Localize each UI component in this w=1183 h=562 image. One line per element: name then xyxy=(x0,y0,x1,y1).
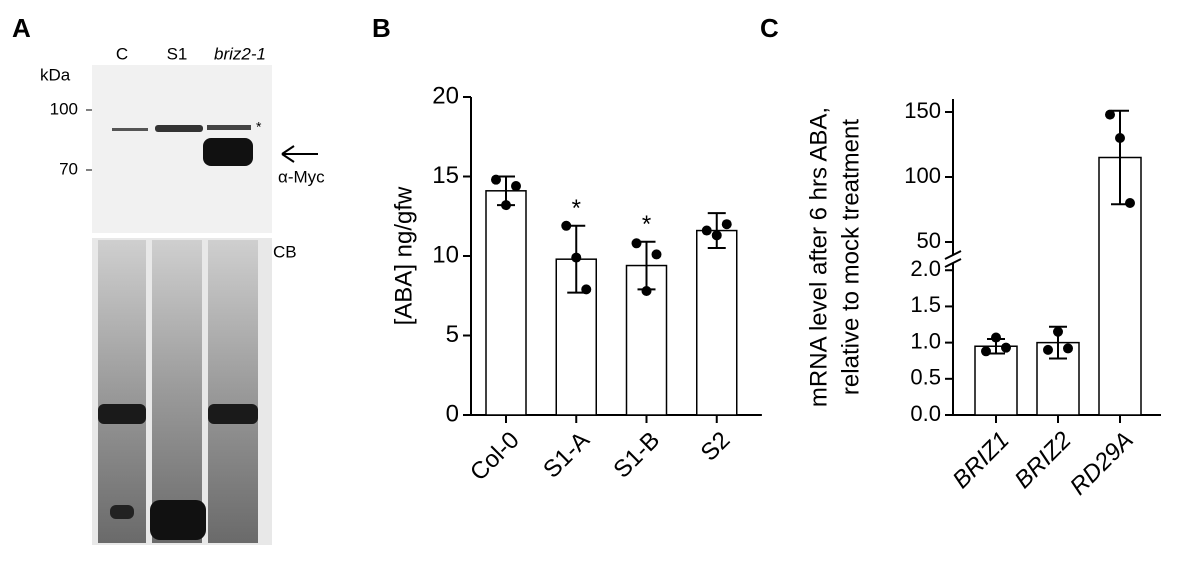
y-tick-label: 10 xyxy=(432,241,459,268)
bar xyxy=(974,345,1018,416)
data-point xyxy=(701,225,712,236)
gel-lane xyxy=(208,240,258,543)
data-point xyxy=(651,249,662,260)
data-point xyxy=(1115,133,1125,143)
y-tick-label: 2.0 xyxy=(910,256,941,281)
y-axis-label: mRNA level after 6 hrs ABA, xyxy=(805,107,832,407)
band-note: * xyxy=(256,119,262,135)
data-point xyxy=(641,285,652,296)
unit-label: kDa xyxy=(40,65,71,84)
x-tick-label: S1-B xyxy=(608,427,665,484)
band xyxy=(155,125,203,132)
x-tick-label: RD29A xyxy=(1065,427,1139,501)
data-point xyxy=(1125,198,1135,208)
y-tick-label: 0 xyxy=(446,400,459,427)
data-point xyxy=(1105,109,1115,120)
data-point xyxy=(1053,326,1063,337)
data-point xyxy=(721,219,732,230)
x-tick-label: S1-A xyxy=(538,427,595,484)
y-tick-label: 1.5 xyxy=(910,292,941,317)
significance: * xyxy=(572,195,581,222)
panel-label: A xyxy=(12,13,31,43)
arrow-head xyxy=(281,145,295,163)
data-point xyxy=(501,200,511,211)
axis-break xyxy=(944,250,962,268)
data-point xyxy=(511,181,521,192)
panel-label: B xyxy=(372,13,391,43)
data-point xyxy=(491,174,501,185)
x-tick-label: BRIZ1 xyxy=(948,427,1015,494)
data-point xyxy=(1001,342,1011,353)
data-point xyxy=(981,346,991,357)
y-axis-label: [ABA] ng/gfw xyxy=(390,186,417,325)
data-point xyxy=(1043,344,1053,355)
x-tick-label: Col-0 xyxy=(465,427,525,487)
gel-band xyxy=(98,404,146,424)
band xyxy=(207,125,251,130)
gel-lane xyxy=(98,240,146,543)
lane-label: briz2-1 xyxy=(214,44,266,63)
y-tick-label: 0.0 xyxy=(910,401,941,426)
y-tick-label: 50 xyxy=(917,228,941,253)
data-point xyxy=(581,284,592,295)
y-tick-label: 1.0 xyxy=(910,328,941,353)
gel-lane xyxy=(152,240,202,543)
band xyxy=(112,128,148,131)
bar xyxy=(696,229,738,416)
data-point xyxy=(561,220,572,231)
y-axis-label: relative to mock treatment xyxy=(837,119,864,395)
data-point xyxy=(631,238,642,249)
bar xyxy=(485,190,527,416)
stain-label: CB xyxy=(273,242,297,261)
gel-band xyxy=(150,500,206,540)
data-point xyxy=(571,252,582,263)
lane-label: S1 xyxy=(167,44,188,63)
lane-label: C xyxy=(116,44,128,63)
y-tick-label: 150 xyxy=(904,98,941,123)
significance: * xyxy=(642,211,651,238)
y-tick-label: 100 xyxy=(904,163,941,188)
data-point xyxy=(1063,343,1073,354)
data-point xyxy=(991,332,1001,343)
y-tick-label: 15 xyxy=(432,162,459,189)
data-point xyxy=(711,230,722,241)
antibody-label: α-Myc xyxy=(278,167,325,186)
y-tick-label: 5 xyxy=(446,321,459,348)
y-tick-label: 20 xyxy=(432,82,459,109)
gel-band xyxy=(110,505,134,519)
band xyxy=(203,138,253,166)
marker-label: 70 xyxy=(59,159,78,178)
x-tick-label: S2 xyxy=(696,427,736,467)
marker-label: 100 xyxy=(50,99,78,118)
panel-label: C xyxy=(760,13,779,43)
y-tick-label: 0.5 xyxy=(910,365,941,390)
gel-band xyxy=(208,404,258,424)
panel-a: A C S1 briz2-1 kDa 100 70 * α-Myc CB xyxy=(12,13,325,545)
